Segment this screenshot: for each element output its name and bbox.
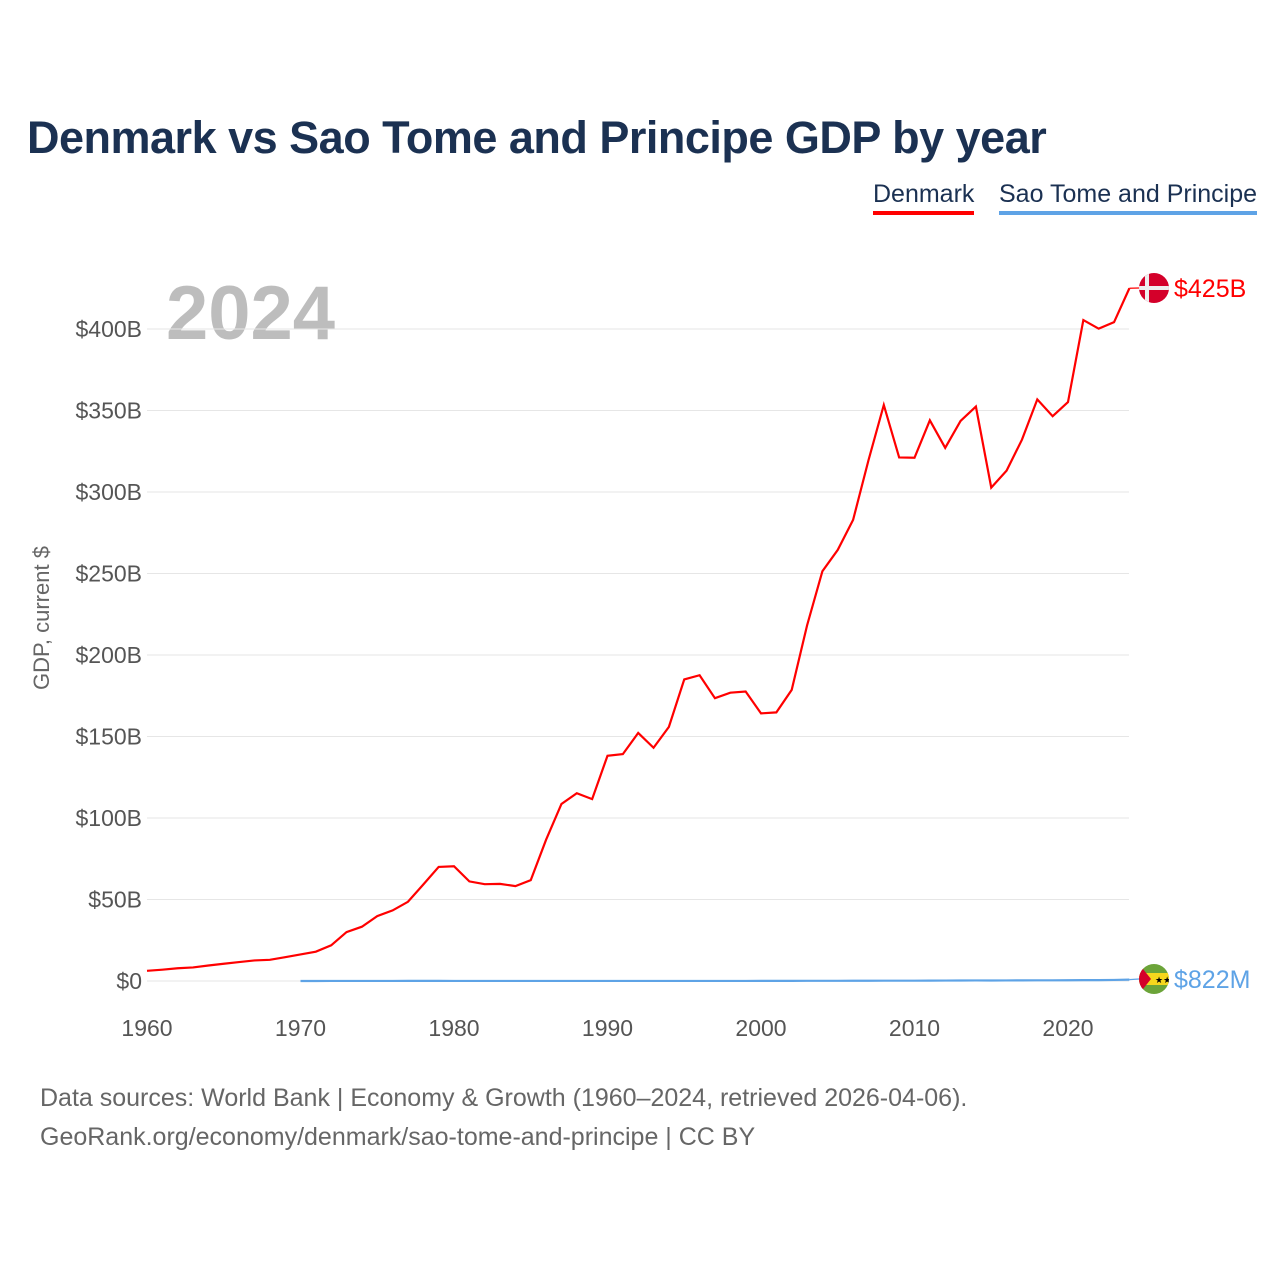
source-line-2[interactable]: GeoRank.org/economy/denmark/sao-tome-and… — [40, 1123, 756, 1151]
sao-tome-flag-icon: ★★ — [1139, 964, 1171, 994]
x-tick-label: 2000 — [735, 1015, 786, 1041]
y-tick-label: $0 — [116, 968, 142, 994]
denmark-flag-icon — [1139, 273, 1169, 303]
y-tick-label: $400B — [75, 316, 142, 342]
y-tick-label: $100B — [75, 805, 142, 831]
series-line-sao-tome — [300, 978, 1130, 983]
x-tick-label: 1990 — [582, 1015, 633, 1041]
y-tick-label: $200B — [75, 642, 142, 668]
x-tick-label: 2020 — [1042, 1015, 1093, 1041]
y-tick-label: $250B — [75, 561, 142, 587]
end-value-label: $822M — [1174, 966, 1250, 994]
end-value-label: $425B — [1174, 275, 1246, 303]
source-line-1: Data sources: World Bank | Economy & Gro… — [40, 1084, 968, 1112]
x-tick-label: 1970 — [275, 1015, 326, 1041]
x-tick-label: 1980 — [428, 1015, 479, 1041]
legend-sao-tome[interactable]: Sao Tome and Principe — [999, 180, 1258, 215]
y-tick-label: $300B — [75, 479, 142, 505]
x-tick-label: 1960 — [121, 1015, 172, 1041]
series-line-denmark — [146, 287, 1131, 972]
svg-text:★★: ★★ — [1155, 975, 1171, 985]
x-tick-label: 2010 — [889, 1015, 940, 1041]
y-tick-label: $50B — [88, 887, 142, 913]
legend-denmark[interactable]: Denmark — [873, 180, 975, 215]
chart-title: Denmark vs Sao Tome and Principe GDP by … — [27, 112, 1047, 163]
y-tick-label: $350B — [75, 398, 142, 424]
y-tick-label: $150B — [75, 724, 142, 750]
year-label: 2024 — [166, 271, 336, 356]
end-connector — [1129, 978, 1140, 981]
